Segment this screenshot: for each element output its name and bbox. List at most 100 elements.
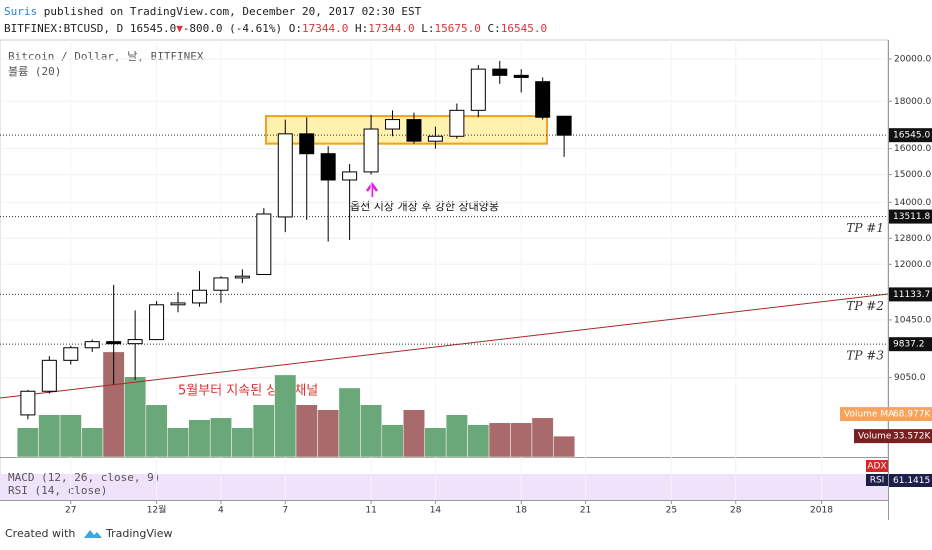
volume-bar (467, 424, 490, 458)
candle-body (256, 213, 272, 275)
candle-body (20, 390, 36, 416)
chart-symbol-title: Bitcoin / Dollar, 날, BITFINEX (8, 50, 204, 63)
candle-body (127, 339, 143, 345)
volume-tag (854, 429, 932, 444)
x-tick-label: 18 (515, 506, 527, 516)
candle-body (213, 277, 229, 291)
candle-body (191, 289, 207, 304)
indicator-tag-label: ADX (867, 462, 886, 472)
volume-value: 33.572K (893, 432, 931, 442)
volume-bar (59, 414, 82, 458)
candle-body (535, 81, 551, 118)
y-tick-label: 20000.0 (894, 54, 931, 64)
volume-bar (338, 387, 361, 458)
candle-body (84, 341, 100, 349)
header-text: L: (415, 22, 435, 35)
y-tick-label: 12800.0 (894, 234, 931, 244)
volume-bar (553, 435, 576, 458)
x-tick-label: 12월 (147, 504, 167, 516)
indicator-tag (866, 474, 888, 486)
volume-bar (381, 424, 404, 458)
header-text: 17344.0 (368, 22, 414, 35)
indicator-label: MACD (12, 26, close, 9) (8, 471, 160, 484)
header-text: BITFINEX:BTCUSD, D 16545.0 (4, 22, 176, 35)
indicator-label: RSI (14, close) (8, 484, 107, 497)
level-tag (889, 287, 932, 302)
level-label: 9837.2 (893, 340, 925, 350)
candle-body (320, 153, 336, 181)
annotation: 5월부터 지속된 상승 채널 (178, 384, 318, 399)
arrow (365, 181, 379, 197)
volume-bar (445, 414, 468, 458)
rsi-value: 61.1415 (893, 476, 930, 486)
volume-name: Volume (858, 432, 892, 442)
y-tick-label: 16000.0 (894, 144, 931, 154)
volume-bar (38, 414, 61, 458)
x-tick-label: 27 (65, 506, 76, 516)
rsi-band (0, 474, 888, 500)
header-text: 16545.0 (501, 22, 547, 35)
volume-bar (510, 422, 533, 458)
volume-ma-tag (840, 407, 932, 422)
volume-ma-value: 68.977K (893, 410, 931, 420)
y-tick-label: 15000.0 (894, 170, 931, 180)
y-tick-label: 14000.0 (894, 198, 931, 208)
candle-body (63, 347, 79, 361)
x-tick-label: 7 (282, 506, 288, 516)
volume-bar (488, 422, 511, 458)
volume-bar (402, 409, 425, 458)
level-note: TP #1 (846, 221, 884, 235)
trend-line (0, 293, 889, 399)
level-note: TP #3 (846, 349, 884, 363)
candle-body (492, 68, 508, 76)
header-text: 17344.0 (302, 22, 348, 35)
indicator-tag (866, 460, 888, 472)
y-tick-label: 10450.0 (894, 315, 931, 325)
candle-body (277, 133, 293, 218)
volume-bar (531, 417, 554, 458)
y-tick-label: 18000.0 (894, 97, 931, 107)
volume-bar (145, 404, 168, 458)
header-text: C: (481, 22, 501, 35)
candle-body (170, 302, 186, 306)
header-text: published on TradingView.com, December 2… (37, 5, 421, 18)
candle-body (106, 341, 122, 345)
volume-ma-name: Volume MA (844, 410, 895, 420)
footer-created: Created with (5, 527, 75, 540)
candle-body (342, 171, 358, 181)
candle-body (427, 135, 443, 142)
volume-bar (360, 404, 383, 458)
x-tick-label: 2018 (810, 506, 833, 516)
candle-body (513, 74, 529, 78)
volume-bar (124, 376, 147, 458)
rsi-value-tag (889, 474, 932, 487)
volume-bar (16, 427, 39, 458)
volume-bar (209, 417, 232, 458)
x-tick-label: 21 (580, 506, 591, 516)
candle-body (449, 109, 465, 137)
header-text: H: (348, 22, 368, 35)
volume-bar (188, 419, 211, 458)
volume-bar (274, 374, 297, 458)
x-tick-label: 4 (218, 506, 224, 516)
y-tick-label: 12000.0 (894, 260, 931, 270)
indicator-tag-label: RSI (870, 476, 885, 486)
level-tag (889, 209, 932, 224)
level-note: TP #2 (846, 299, 884, 313)
x-tick-label: 25 (666, 506, 677, 516)
header-text: Suris (4, 5, 37, 18)
volume-bar (167, 427, 190, 458)
annotation: 옵션 시장 개장 후 강한 장대양봉 (350, 200, 499, 213)
candle-body (406, 119, 422, 142)
x-tick-label: 14 (430, 506, 442, 516)
candle-body (234, 275, 250, 279)
footer-brand: TradingView (105, 527, 172, 540)
candle-body (299, 133, 315, 155)
level-label: 11133.7 (893, 290, 930, 300)
candle-body (149, 304, 165, 341)
candle-body (385, 119, 401, 130)
header-text: 15675.0 (435, 22, 481, 35)
x-tick-label: 28 (730, 506, 742, 516)
volume-bar (317, 409, 340, 458)
logo (84, 530, 102, 538)
